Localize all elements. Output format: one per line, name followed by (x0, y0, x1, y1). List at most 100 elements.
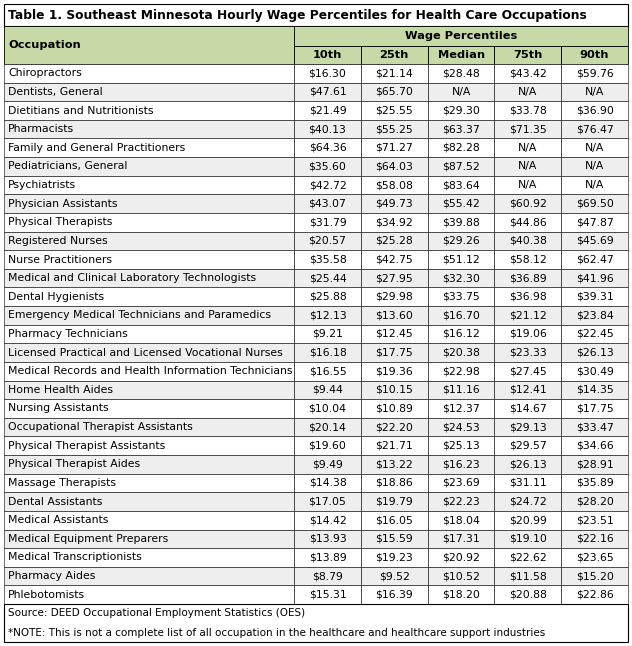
Bar (361, 176, 428, 194)
Text: $15.31: $15.31 (308, 590, 346, 599)
Bar (561, 585, 628, 604)
Text: Medical and Clinical Laboratory Technologists: Medical and Clinical Laboratory Technolo… (8, 273, 256, 283)
Bar (361, 64, 428, 83)
Text: $21.12: $21.12 (509, 310, 547, 320)
Bar (361, 548, 428, 567)
Bar (494, 213, 561, 231)
Bar (561, 83, 628, 101)
Text: $10.04: $10.04 (308, 404, 346, 413)
Text: Physical Therapist Assistants: Physical Therapist Assistants (8, 441, 165, 451)
Text: $16.12: $16.12 (442, 329, 480, 339)
Bar (428, 269, 494, 287)
Bar (361, 287, 428, 306)
Bar (561, 250, 628, 269)
Text: $87.52: $87.52 (442, 162, 480, 171)
Text: $83.64: $83.64 (442, 180, 480, 190)
Bar (294, 585, 361, 604)
Bar (494, 325, 561, 343)
Bar (494, 511, 561, 530)
Text: Occupational Therapist Assistants: Occupational Therapist Assistants (8, 422, 193, 432)
Text: $65.70: $65.70 (375, 87, 413, 97)
Bar (294, 399, 361, 418)
Text: $29.98: $29.98 (375, 292, 413, 302)
Bar (361, 157, 428, 176)
Bar (428, 530, 494, 548)
Text: N/A: N/A (518, 180, 538, 190)
Bar (428, 231, 494, 250)
Bar (561, 511, 628, 530)
Text: $14.38: $14.38 (308, 478, 346, 488)
Bar (294, 511, 361, 530)
Bar (561, 120, 628, 138)
Bar (294, 418, 361, 437)
Bar (361, 231, 428, 250)
Bar (561, 269, 628, 287)
Text: $24.53: $24.53 (442, 422, 480, 432)
Text: Phlebotomists: Phlebotomists (8, 590, 85, 599)
Bar (494, 530, 561, 548)
Bar (361, 511, 428, 530)
Bar (561, 380, 628, 399)
Text: $29.13: $29.13 (509, 422, 547, 432)
Bar (4, 101, 294, 120)
Text: $14.67: $14.67 (509, 404, 547, 413)
Text: $33.78: $33.78 (509, 105, 547, 116)
Bar (561, 474, 628, 492)
Text: $60.92: $60.92 (509, 199, 547, 209)
Bar (494, 437, 561, 455)
Bar (4, 213, 294, 231)
Text: N/A: N/A (518, 143, 538, 153)
Bar (494, 492, 561, 511)
Bar (494, 399, 561, 418)
Bar (428, 362, 494, 380)
Text: $21.49: $21.49 (308, 105, 346, 116)
Bar (494, 194, 561, 213)
Bar (361, 325, 428, 343)
Text: $20.38: $20.38 (442, 348, 480, 358)
Bar (4, 138, 294, 157)
Text: $19.36: $19.36 (375, 366, 413, 376)
Bar (428, 437, 494, 455)
Text: Medical Equipment Preparers: Medical Equipment Preparers (8, 534, 168, 544)
Bar (428, 399, 494, 418)
Bar (428, 306, 494, 325)
Text: Physical Therapists: Physical Therapists (8, 217, 112, 227)
Bar (561, 176, 628, 194)
Bar (294, 343, 361, 362)
Text: $40.38: $40.38 (509, 236, 547, 246)
Bar (494, 287, 561, 306)
Bar (494, 231, 561, 250)
Text: N/A: N/A (451, 87, 471, 97)
Text: $36.98: $36.98 (509, 292, 547, 302)
Text: $13.93: $13.93 (308, 534, 346, 544)
Text: $18.04: $18.04 (442, 516, 480, 525)
Text: $31.79: $31.79 (308, 217, 346, 227)
Text: $36.90: $36.90 (576, 105, 614, 116)
Bar (561, 306, 628, 325)
Bar (294, 157, 361, 176)
Text: $39.31: $39.31 (576, 292, 614, 302)
Text: Medical Assistants: Medical Assistants (8, 516, 108, 525)
Bar (561, 46, 628, 64)
Text: $12.13: $12.13 (308, 310, 346, 320)
Text: *NOTE: This is not a complete list of all occupation in the healthcare and healt: *NOTE: This is not a complete list of al… (8, 627, 545, 638)
Text: $28.20: $28.20 (576, 497, 614, 506)
Bar (494, 269, 561, 287)
Text: $39.88: $39.88 (442, 217, 480, 227)
Text: $10.52: $10.52 (442, 571, 480, 581)
Text: Wage Percentiles: Wage Percentiles (405, 31, 517, 41)
Text: $35.60: $35.60 (308, 162, 346, 171)
Bar (4, 194, 294, 213)
Bar (361, 399, 428, 418)
Text: $16.70: $16.70 (442, 310, 480, 320)
Bar (294, 194, 361, 213)
Bar (4, 231, 294, 250)
Bar (294, 213, 361, 231)
Text: $43.42: $43.42 (509, 68, 547, 78)
Text: $31.11: $31.11 (509, 478, 547, 488)
Bar (428, 120, 494, 138)
Text: Dietitians and Nutritionists: Dietitians and Nutritionists (8, 105, 154, 116)
Bar (361, 585, 428, 604)
Text: $27.95: $27.95 (375, 273, 413, 283)
Text: $42.75: $42.75 (375, 255, 413, 264)
